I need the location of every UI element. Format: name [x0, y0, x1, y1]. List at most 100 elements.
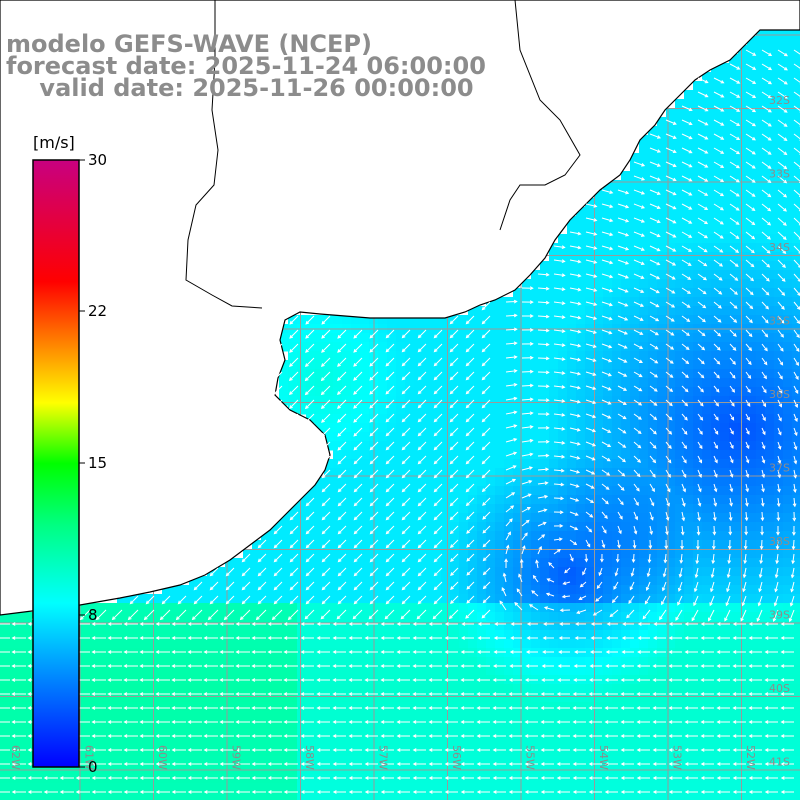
wind-arrow: [569, 245, 582, 250]
wind-arrow: [139, 762, 154, 766]
wind-arrow: [531, 590, 539, 597]
wind-arrow: [465, 609, 475, 619]
wind-arrow: [225, 581, 235, 591]
wind-arrow: [662, 567, 667, 578]
wind-arrow: [11, 622, 26, 626]
wind-arrow: [596, 581, 603, 590]
wind-arrow: [728, 511, 733, 522]
wind-arrow: [761, 315, 769, 324]
wind-arrow: [417, 469, 427, 479]
wind-arrow: [401, 539, 411, 549]
wind-arrow: [697, 175, 709, 182]
wind-arrow: [433, 525, 443, 535]
wind-arrow: [505, 382, 518, 387]
wind-arrow: [209, 595, 219, 605]
wind-arrow: [684, 790, 698, 794]
wind-arrow: [716, 692, 730, 696]
wind-arrow: [300, 720, 314, 724]
wind-arrow: [617, 287, 629, 293]
wind-arrow: [466, 525, 475, 534]
wind-arrow: [521, 519, 530, 527]
wind-arrow: [481, 483, 491, 493]
wind-arrow: [696, 539, 700, 551]
wind-arrow: [776, 511, 781, 522]
wind-arrow: [617, 259, 630, 265]
wind-arrow: [461, 622, 474, 626]
wind-arrow: [305, 343, 315, 353]
wind-arrow: [155, 720, 170, 724]
wind-arrow: [305, 329, 315, 339]
wind-arrow: [476, 734, 490, 738]
wind-arrow: [684, 636, 698, 640]
wind-arrow: [267, 678, 282, 682]
wind-arrow: [385, 553, 395, 563]
wind-arrow: [316, 706, 330, 710]
wind-arrow: [665, 371, 674, 378]
wind-arrow: [748, 636, 762, 640]
wind-arrow: [665, 287, 676, 294]
wind-arrow: [535, 559, 539, 569]
wind-arrow: [681, 273, 692, 280]
wind-arrow: [139, 636, 154, 640]
wind-arrow: [505, 505, 515, 513]
wind-arrow: [321, 427, 331, 437]
wind-arrow: [553, 301, 566, 305]
wind-arrow: [601, 413, 612, 419]
wind-arrow: [684, 650, 698, 654]
wind-arrow: [604, 748, 618, 752]
wind-arrow: [321, 483, 331, 493]
wind-arrow: [444, 678, 458, 682]
wind-arrow: [716, 650, 730, 654]
wind-arrow: [481, 329, 491, 339]
wind-arrow: [412, 762, 426, 766]
wind-arrow: [761, 245, 771, 254]
wind-arrow: [524, 790, 538, 794]
wind-arrow: [745, 371, 752, 380]
wind-arrow: [385, 525, 395, 535]
wind-arrow: [187, 706, 202, 710]
wind-arrow: [11, 790, 26, 794]
wind-arrow: [79, 609, 91, 621]
wind-arrow: [321, 553, 331, 563]
wind-arrow: [444, 790, 458, 794]
wind-arrow: [668, 650, 682, 654]
wind-arrow: [321, 497, 331, 507]
wind-arrow: [251, 636, 266, 640]
wind-arrow: [777, 203, 787, 212]
wind-arrow: [620, 706, 634, 710]
wind-arrow: [304, 357, 315, 368]
wind-arrow: [780, 678, 794, 682]
wind-arrow: [697, 371, 705, 379]
wind-arrow: [760, 497, 765, 507]
wind-arrow: [558, 636, 570, 640]
wind-arrow: [321, 455, 331, 465]
wind-arrow: [219, 664, 234, 668]
wind-arrow: [450, 567, 459, 576]
wind-arrow: [665, 385, 674, 393]
wind-arrow: [521, 411, 534, 416]
wind-arrow: [601, 203, 614, 209]
wind-arrow: [697, 301, 707, 309]
wind-arrow: [267, 790, 282, 794]
wind-arrow: [700, 664, 714, 668]
wind-arrow: [380, 762, 394, 766]
wind-arrow: [449, 371, 459, 381]
wind-arrow: [793, 77, 800, 85]
wind-arrow: [716, 790, 730, 794]
wind-arrow: [585, 371, 597, 376]
wind-arrow: [633, 315, 644, 321]
wind-arrow: [353, 539, 363, 549]
wind-arrow: [617, 469, 626, 477]
wind-arrow: [300, 748, 314, 752]
wind-arrow: [668, 664, 682, 668]
wind-arrow: [385, 427, 395, 437]
wind-arrow: [11, 734, 26, 738]
wind-arrow: [524, 734, 538, 738]
wind-arrow: [521, 466, 534, 471]
wind-arrow: [668, 734, 682, 738]
wind-arrow: [553, 329, 566, 333]
wind-arrow: [572, 734, 586, 738]
wind-arrow: [477, 622, 490, 626]
wind-arrow: [494, 622, 506, 626]
wind-arrow: [729, 287, 738, 295]
